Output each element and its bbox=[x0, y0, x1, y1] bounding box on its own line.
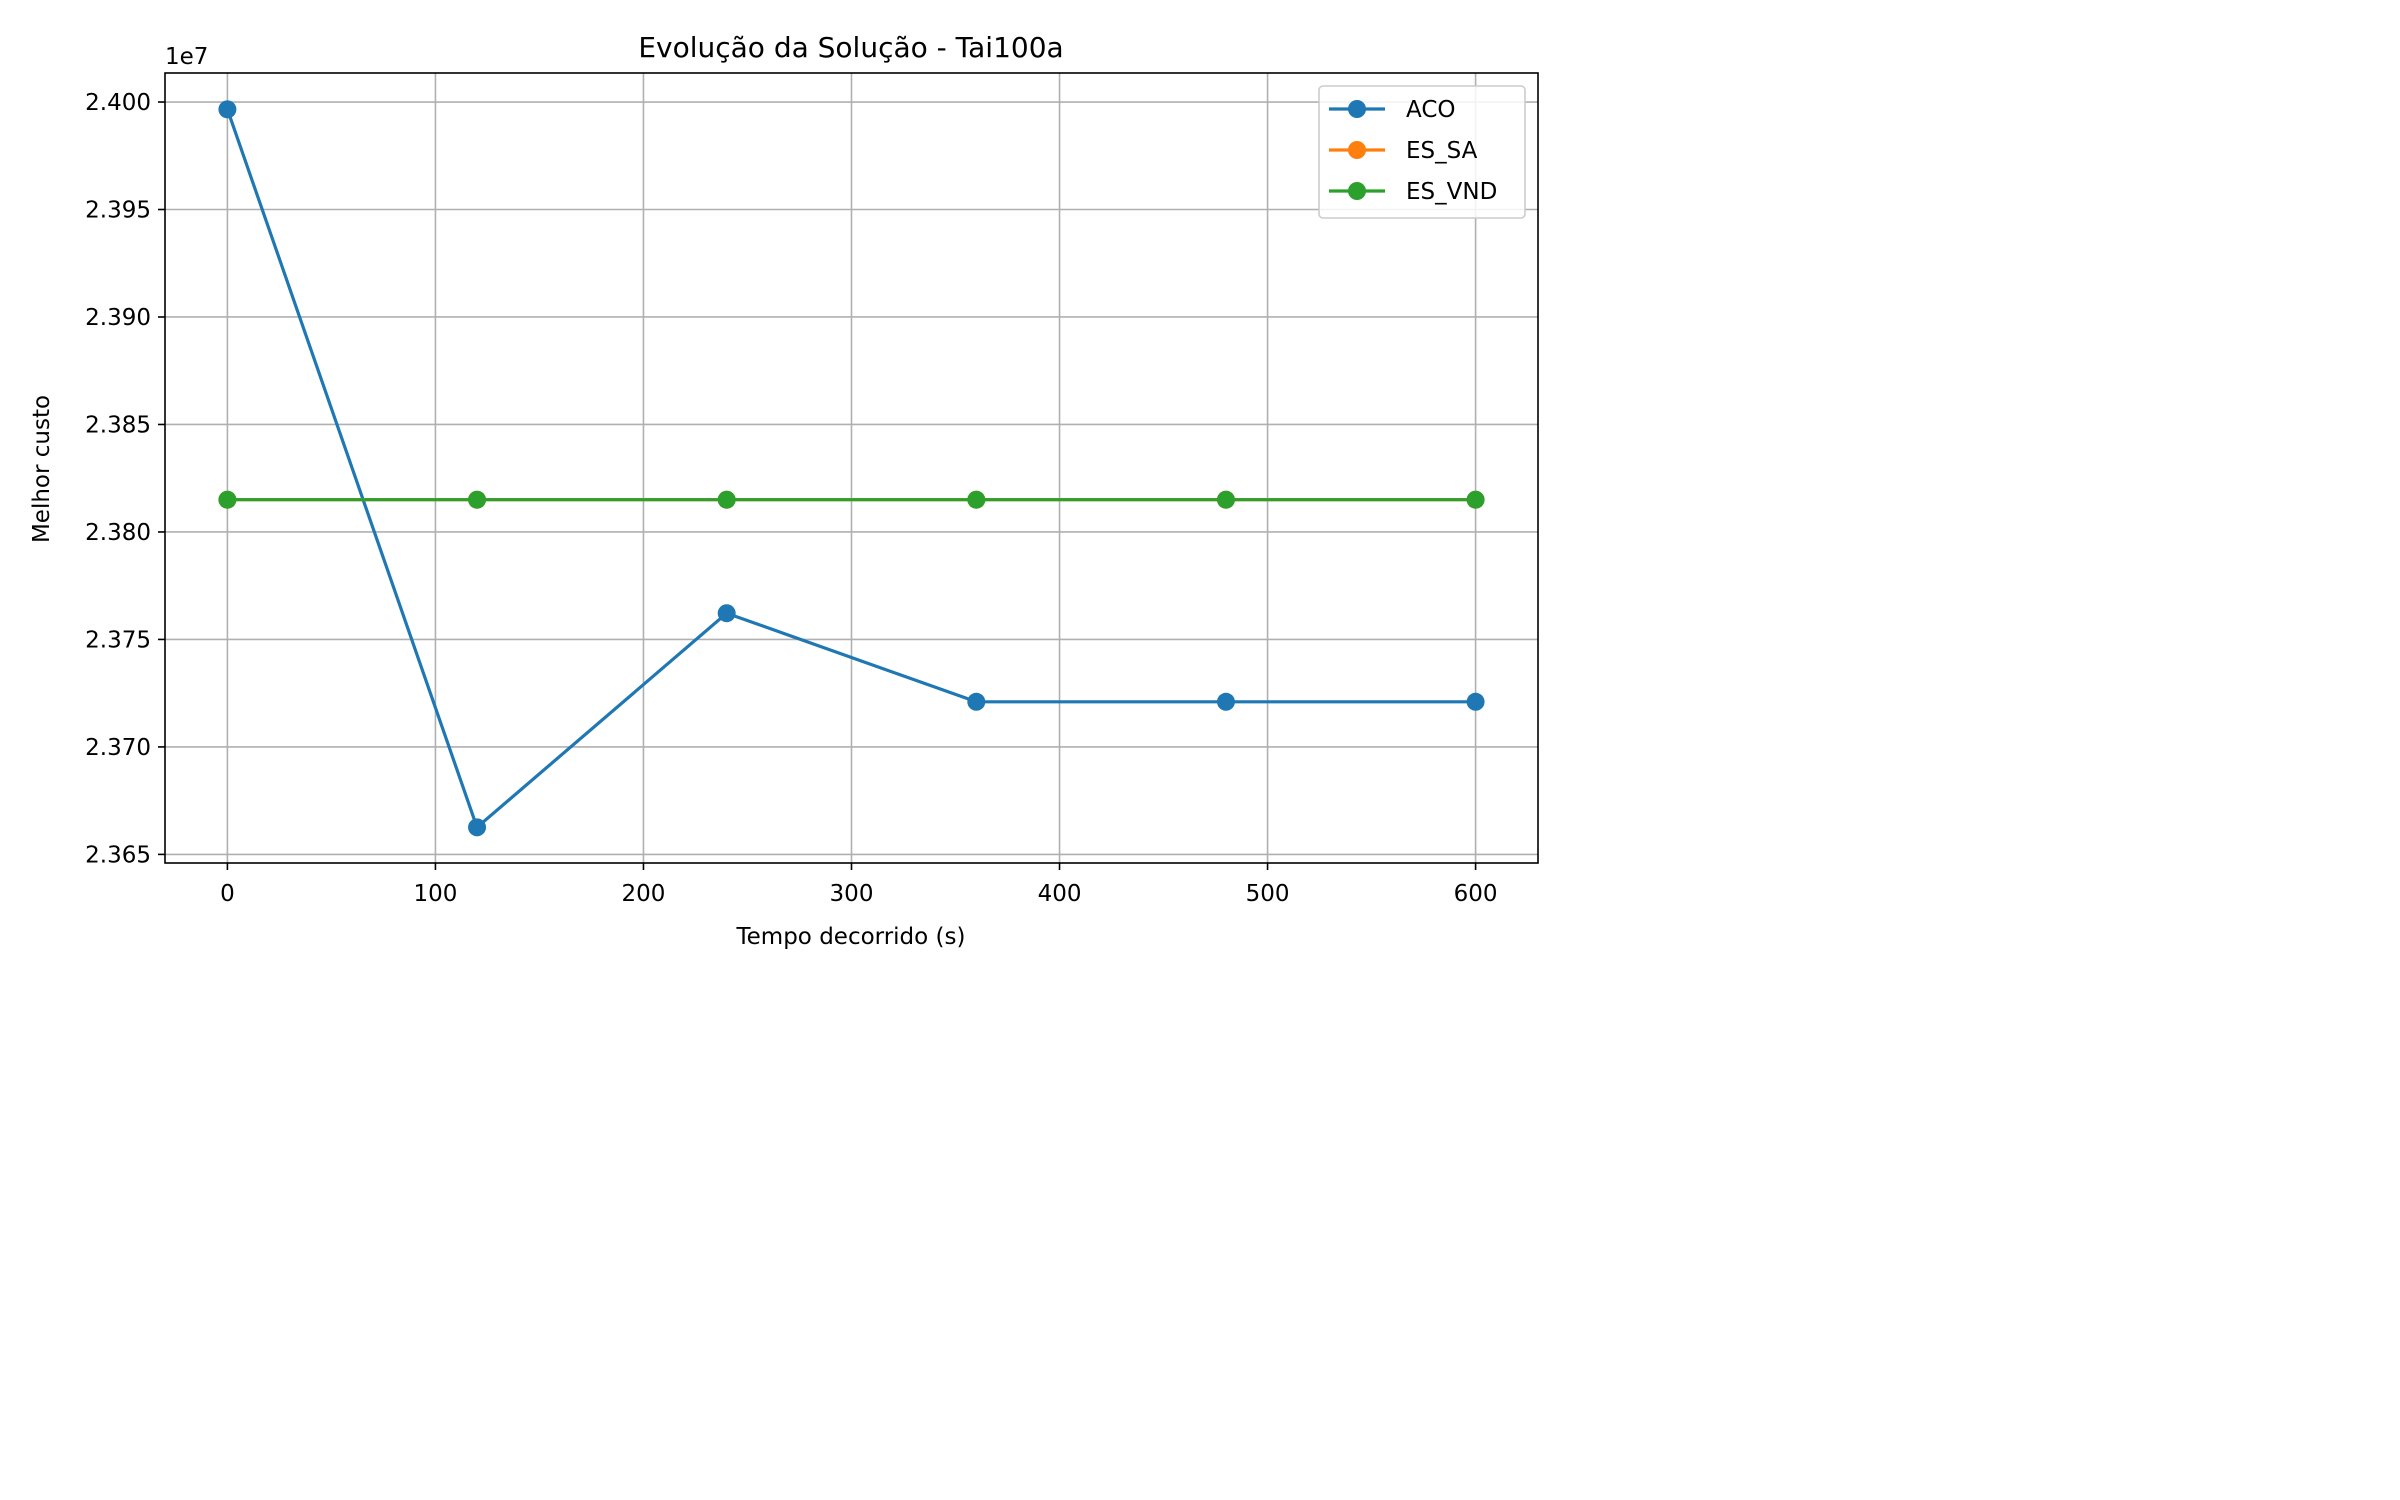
data-point bbox=[1466, 692, 1485, 711]
data-point bbox=[717, 490, 736, 509]
x-tick-label: 0 bbox=[220, 881, 235, 907]
legend-marker bbox=[1348, 182, 1366, 200]
legend-item: ACO bbox=[1329, 97, 1456, 123]
data-point bbox=[1216, 692, 1235, 711]
data-point bbox=[1216, 490, 1235, 509]
y-tick-label: 2.385 bbox=[85, 412, 151, 438]
series-layer bbox=[218, 100, 1485, 837]
x-tick-label: 500 bbox=[1246, 881, 1290, 907]
chart-title: Evolução da Solução - Tai100a bbox=[638, 31, 1063, 64]
data-point bbox=[218, 100, 237, 119]
data-point bbox=[468, 818, 487, 837]
data-point bbox=[218, 490, 237, 509]
series-line bbox=[225, 108, 1476, 829]
y-tick-label: 2.380 bbox=[85, 520, 151, 546]
x-axis-label: Tempo decorrido (s) bbox=[736, 924, 966, 950]
x-tick-label: 400 bbox=[1038, 881, 1082, 907]
data-point bbox=[1466, 490, 1485, 509]
line-chart: 0 100 200 300 400 500 600 2.365 2.370 2.375 2.380… bbox=[0, 0, 1564, 977]
x-tick-label: 200 bbox=[622, 881, 666, 907]
series-aco bbox=[218, 100, 1485, 837]
y-tick-label: 2.395 bbox=[85, 198, 151, 224]
data-point bbox=[468, 490, 487, 509]
series-es-vnd bbox=[218, 490, 1485, 509]
grid bbox=[165, 73, 1538, 863]
legend: ACO ES_SA ES_VND bbox=[1318, 85, 1526, 219]
legend-item: ES_SA bbox=[1329, 138, 1478, 164]
data-point bbox=[967, 490, 986, 509]
legend-item: ES_VND bbox=[1329, 179, 1497, 205]
y-axis-label: Melhor custo bbox=[29, 395, 55, 543]
legend-label: ES_VND bbox=[1406, 179, 1497, 205]
y-tick-label: 2.365 bbox=[85, 842, 151, 868]
x-axis: 0 100 200 300 400 500 600 bbox=[220, 863, 1498, 907]
y-axis-offset-label: 1e7 bbox=[165, 44, 208, 70]
data-point bbox=[967, 692, 986, 711]
y-axis: 2.365 2.370 2.375 2.380 2.385 2.390 2.395 2.400 bbox=[85, 90, 165, 868]
y-tick-label: 2.400 bbox=[85, 90, 151, 116]
x-tick-label: 100 bbox=[413, 881, 457, 907]
legend-marker bbox=[1348, 100, 1366, 118]
legend-label: ES_SA bbox=[1406, 138, 1478, 164]
x-tick-label: 300 bbox=[830, 881, 874, 907]
legend-box bbox=[1318, 85, 1526, 219]
data-point bbox=[717, 604, 736, 623]
y-tick-label: 2.390 bbox=[85, 305, 151, 331]
y-tick-label: 2.375 bbox=[85, 627, 151, 653]
y-tick-label: 2.370 bbox=[85, 735, 151, 761]
legend-label: ACO bbox=[1406, 97, 1456, 123]
x-tick-label: 600 bbox=[1454, 881, 1498, 907]
chart-background bbox=[0, 0, 1564, 977]
legend-marker bbox=[1348, 141, 1366, 159]
